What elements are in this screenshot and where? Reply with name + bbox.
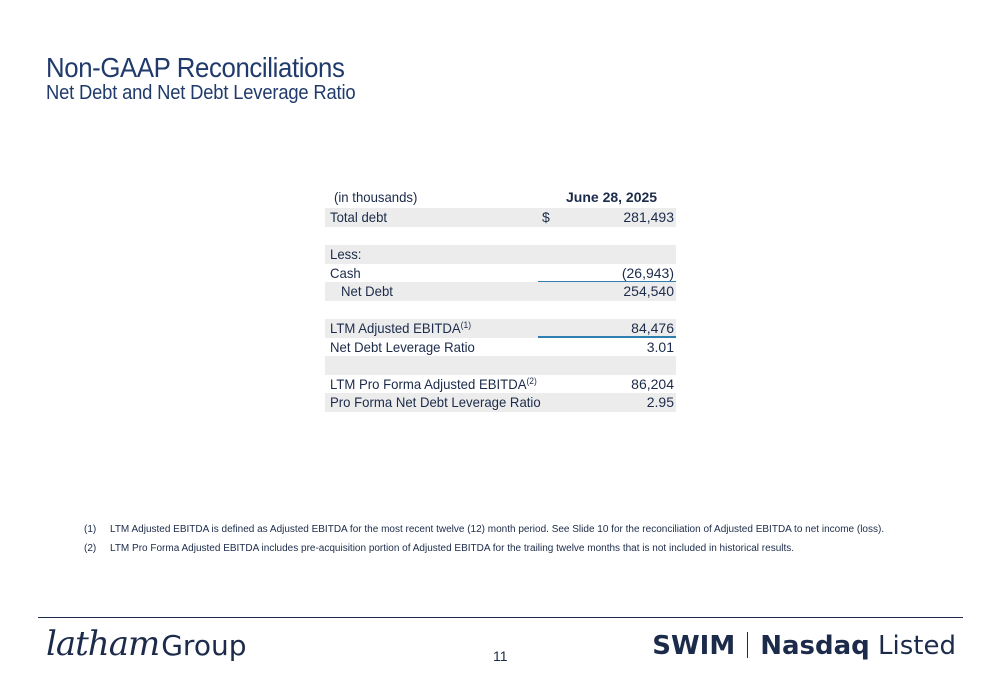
table-row: Net Debt 254,540: [325, 282, 676, 301]
footnote-number: (2): [84, 543, 97, 554]
net-debt-table: (in thousands) June 28, 2025 Total debt …: [325, 186, 676, 412]
row-value: 86,204: [631, 375, 674, 392]
row-value: 281,493: [623, 209, 674, 225]
row-label: LTM Pro Forma Adjusted EBITDA: [330, 375, 527, 392]
row-value: 254,540: [623, 283, 674, 299]
row-label: Total debt: [330, 209, 388, 225]
ticker-separator: [747, 632, 749, 658]
exchange-name: Nasdaq: [760, 631, 870, 661]
slide-subtitle: Net Debt and Net Debt Leverage Ratio: [46, 82, 356, 104]
footnote-marker: (1): [460, 320, 472, 330]
row-label: Pro Forma Net Debt Leverage Ratio: [330, 394, 541, 410]
units-label: (in thousands): [334, 189, 418, 205]
table-row: LTM Pro Forma Adjusted EBITDA(2) 86,204: [325, 375, 676, 394]
subtotal-underline: [538, 280, 676, 282]
row-label: Net Debt Leverage Ratio: [330, 338, 475, 355]
row-label: LTM Adjusted EBITDA: [330, 320, 461, 336]
row-label-with-footnote: LTM Adjusted EBITDA(1): [330, 319, 471, 338]
spacer-row: [325, 301, 676, 320]
logo-group-text: Group: [161, 629, 247, 662]
row-value: (26,943): [621, 264, 674, 281]
spacer-row: [325, 356, 676, 375]
footnote-marker: (2): [526, 375, 537, 386]
currency-symbol: $: [542, 209, 550, 225]
row-value: 2.95: [646, 394, 674, 410]
nasdaq-listing-badge: SWIM Nasdaq Listed: [652, 631, 956, 661]
table-row: LTM Adjusted EBITDA(1) 84,476: [325, 319, 676, 338]
spacer-row: [325, 227, 676, 246]
column-header-date: June 28, 2025: [566, 189, 658, 205]
footnote-text: LTM Pro Forma Adjusted EBITDA includes p…: [110, 543, 795, 554]
footnote-number: (1): [84, 524, 97, 535]
table-row: Cash (26,943): [325, 264, 676, 282]
table-row: Pro Forma Net Debt Leverage Ratio 2.95: [325, 393, 676, 412]
slide-title: Non-GAAP Reconciliations: [46, 52, 345, 83]
row-label: Net Debt: [341, 283, 393, 299]
footnote-text: LTM Adjusted EBITDA is defined as Adjust…: [110, 524, 885, 535]
row-label-with-footnote: LTM Pro Forma Adjusted EBITDA(2): [330, 375, 537, 394]
page-number: 11: [493, 648, 508, 664]
footer-divider: [38, 617, 963, 618]
table-row: Net Debt Leverage Ratio 3.01: [325, 338, 676, 357]
latham-group-logo: lathamGroup: [46, 624, 246, 664]
row-label: Cash: [330, 264, 361, 281]
table-row: Less:: [325, 245, 676, 264]
ticker-symbol: SWIM: [652, 631, 736, 661]
value-underline: [538, 336, 676, 338]
table-header-row: (in thousands) June 28, 2025: [325, 186, 676, 209]
row-value: 84,476: [631, 320, 674, 336]
row-label: Less:: [330, 246, 362, 262]
row-value: 3.01: [646, 338, 674, 355]
exchange-listed-text: Listed: [878, 631, 956, 661]
table-row: Total debt $ 281,493: [325, 208, 676, 227]
logo-script-text: latham: [46, 624, 160, 664]
